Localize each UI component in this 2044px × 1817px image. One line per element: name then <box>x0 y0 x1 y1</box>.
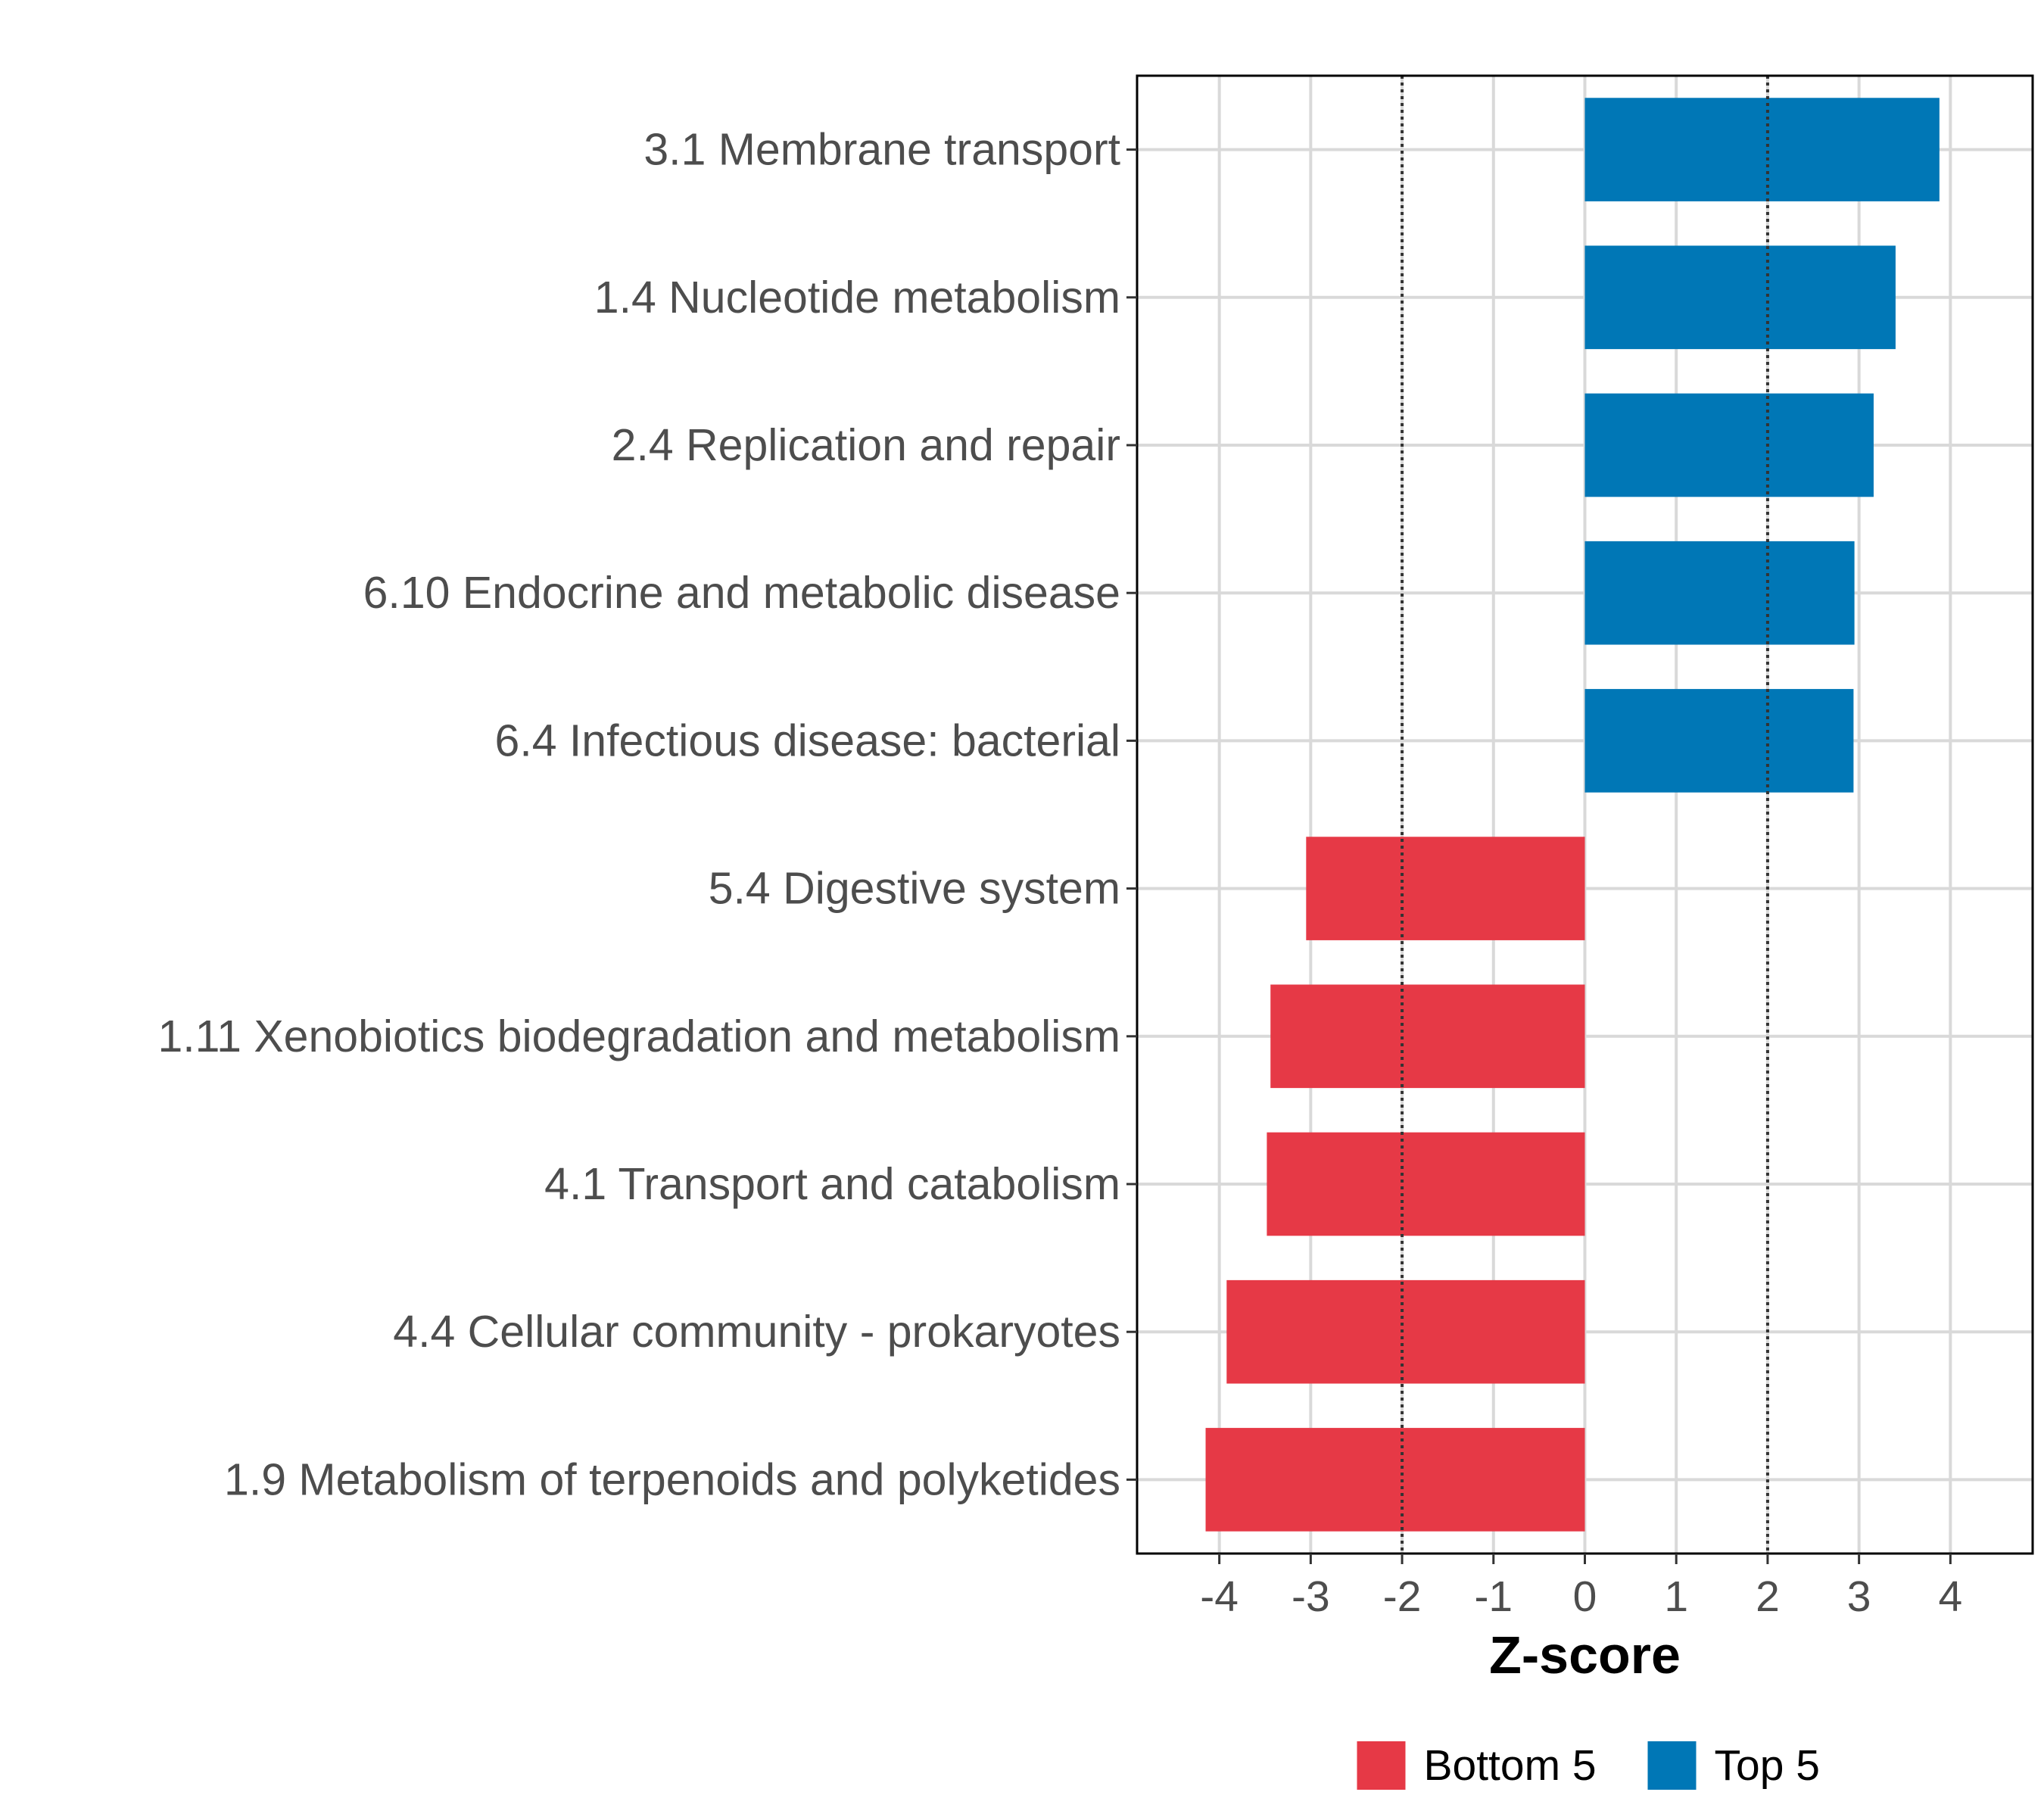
bar-9 <box>1226 1279 1585 1384</box>
category-label-0: 3.1 Membrane transport <box>643 125 1120 175</box>
category-label-8: 4.4 Cellular community - prokaryotes <box>393 1307 1120 1357</box>
legend-label-0: Bottom 5 <box>1424 1741 1597 1790</box>
x-tick-label-4: 0 <box>1573 1572 1597 1621</box>
legend-label-1: Top 5 <box>1715 1741 1820 1790</box>
category-label-5: 5.4 Digestive system <box>709 864 1120 914</box>
category-label-6: 1.11 Xenobiotics biodegradation and meta… <box>157 1011 1120 1061</box>
x-axis: -4 -3 -2 -1 0 1 2 3 4 <box>1200 1554 1962 1621</box>
x-tick-label-5: 1 <box>1664 1572 1688 1621</box>
bar-8 <box>1267 1132 1585 1236</box>
x-tick-label-7: 3 <box>1847 1572 1871 1621</box>
category-label-3: 6.10 Endocrine and metabolic disease <box>363 568 1120 618</box>
bar-3 <box>1584 393 1874 497</box>
x-tick-label-2: -2 <box>1383 1572 1422 1621</box>
category-label-1: 1.4 Nucleotide metabolism <box>594 273 1120 323</box>
category-label-9: 1.9 Metabolism of terpenoids and polyket… <box>224 1454 1120 1504</box>
x-tick-label-3: -1 <box>1474 1572 1513 1621</box>
bar-5 <box>1584 689 1854 793</box>
x-tick-label-1: -3 <box>1292 1572 1330 1621</box>
bars <box>1205 98 1940 1532</box>
category-label-2: 2.4 Replication and repair <box>612 420 1120 470</box>
legend-key-0 <box>1357 1741 1406 1790</box>
category-label-4: 6.4 Infectious disease: bacterial <box>495 715 1121 765</box>
x-tick-label-8: 4 <box>1939 1572 1963 1621</box>
bar-2 <box>1584 245 1896 350</box>
bar-6 <box>1306 837 1585 940</box>
reference-lines <box>1401 76 1769 1554</box>
bar-1 <box>1584 98 1940 201</box>
bar-10 <box>1205 1428 1585 1532</box>
x-tick-label-0: -4 <box>1200 1572 1239 1621</box>
legend: Bottom 5 Top 5 <box>1357 1741 1820 1790</box>
bar-7 <box>1270 984 1585 1089</box>
bar-4 <box>1584 541 1855 645</box>
category-label-7: 4.1 Transport and catabolism <box>544 1159 1120 1209</box>
x-tick-label-6: 2 <box>1756 1572 1780 1621</box>
x-axis-title: Z-score <box>1489 1625 1681 1685</box>
y-axis: 3.1 Membrane transport 1.4 Nucleotide met… <box>157 125 1137 1504</box>
legend-key-1 <box>1647 1741 1697 1790</box>
